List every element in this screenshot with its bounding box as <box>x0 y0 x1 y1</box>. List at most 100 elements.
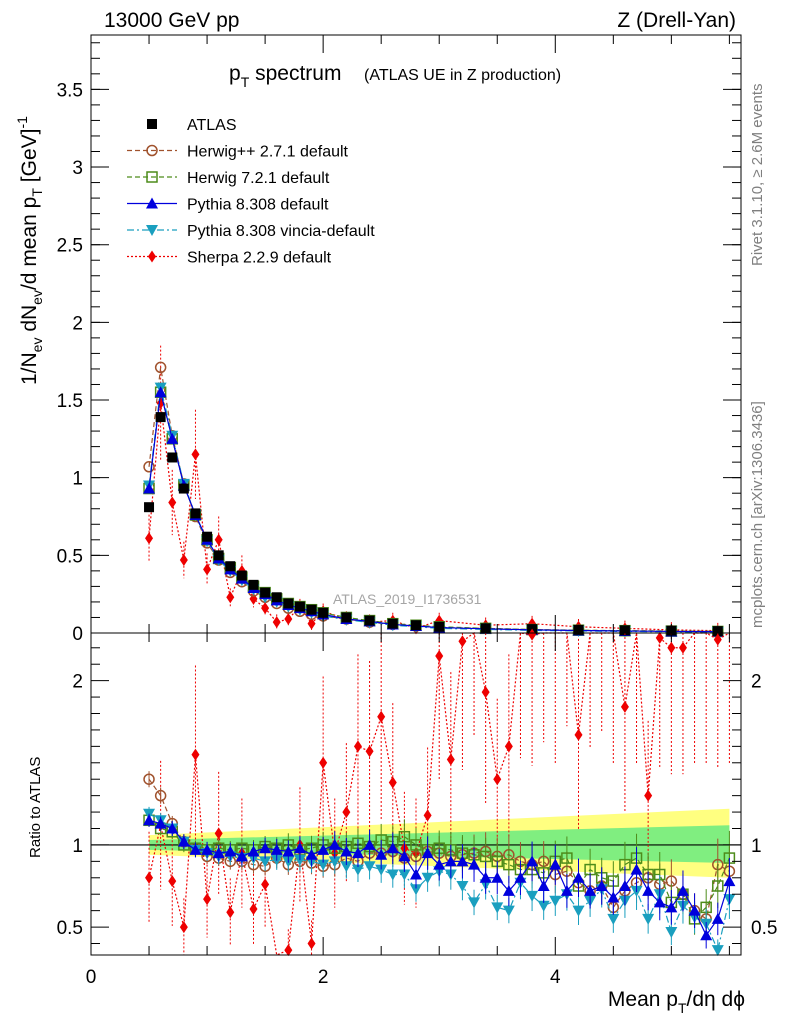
ratio-point-pythia <box>270 843 283 855</box>
ratio-point-sherpa <box>678 641 687 654</box>
ratio-point-vincia <box>363 861 376 873</box>
main-point-sherpa <box>179 553 188 566</box>
ratio-point-pythia <box>491 871 504 883</box>
ratio-point-sherpa <box>353 740 362 753</box>
ratio-point-pythia <box>201 843 214 855</box>
ratio-point-pythia <box>189 843 202 855</box>
ratio-point-pythia <box>688 904 701 916</box>
main-point-sherpa <box>145 532 154 545</box>
legend-label-herwigpp: Herwig++ 2.7.1 default <box>187 144 349 161</box>
ratio-point-pythia <box>665 901 678 913</box>
ratio-series-layer <box>143 628 736 957</box>
ratio-xtick-label: 0 <box>86 967 97 988</box>
legend-marker-herwig7 <box>146 171 158 183</box>
main-ytick-label: 2.5 <box>57 236 83 257</box>
ratio-point-vincia <box>537 900 550 912</box>
main-point-atlas <box>178 483 189 494</box>
ratio-point-herwig7 <box>479 850 492 863</box>
ratio-point-sherpa <box>168 875 177 888</box>
legend-item-herwig7: Herwig 7.2.1 default <box>127 170 330 187</box>
ratio-point-pythia <box>398 850 411 862</box>
ratio-ytick-label: 0.5 <box>57 918 83 939</box>
ratio-point-pythia <box>166 822 179 834</box>
ratio-point-pythia <box>212 847 225 859</box>
ratio-point-vincia <box>642 913 655 925</box>
main-ytick-label: 3.5 <box>57 80 83 101</box>
ratio-point-vincia <box>375 864 388 876</box>
legend-item-herwigpp: Herwig++ 2.7.1 default <box>127 144 349 161</box>
ratio-point-vincia <box>351 864 364 876</box>
main-point-atlas <box>387 618 398 629</box>
ratio-point-sherpa <box>458 635 467 648</box>
ratio-point-vincia <box>526 890 539 902</box>
ratio-point-sherpa <box>319 756 328 769</box>
ratio-point-pythia <box>676 884 689 896</box>
legend-item-vincia: Pythia 8.308 vincia-default <box>127 223 375 240</box>
legend-marker-pythia <box>146 197 158 209</box>
ratio-point-vincia <box>410 884 422 896</box>
ratio-point-pythia <box>560 884 573 896</box>
ratio-point-vincia <box>421 872 434 884</box>
ratio-series-pythia <box>143 813 736 949</box>
ratio-point-sherpa <box>191 748 200 761</box>
main-point-atlas <box>341 612 352 623</box>
legend: ATLAS Herwig++ 2.7.1 default Herwig 7.2.1 … <box>127 117 375 267</box>
main-subtitle: (ATLAS UE in Z production) <box>364 67 561 84</box>
legend-item-sherpa: Sherpa 2.2.9 default <box>127 250 332 267</box>
ratio-point-sherpa <box>574 728 583 741</box>
legend-label-sherpa: Sherpa 2.2.9 default <box>187 250 332 267</box>
main-ytick-label: 0 <box>72 624 83 645</box>
main-point-atlas <box>167 452 178 463</box>
main-point-atlas <box>283 598 294 609</box>
main-point-sherpa <box>214 533 223 546</box>
ratio-point-pythia <box>549 858 562 870</box>
ratio-point-vincia <box>502 905 515 917</box>
ratio-point-pythia <box>177 835 190 847</box>
ratio-point-pythia <box>584 884 597 896</box>
main-title: pT spectrum <box>229 62 341 90</box>
ratio-point-herwig7 <box>503 858 515 871</box>
ratio-point-vincia <box>711 945 724 957</box>
ratio-ytick-label: 2 <box>72 672 83 693</box>
main-point-sherpa <box>226 591 235 604</box>
ratio-point-vincia <box>293 854 306 866</box>
ratio-point-pythia <box>386 842 399 854</box>
main-ytick-label: 2 <box>72 313 83 334</box>
main-point-atlas <box>318 607 329 618</box>
ratio-point-sherpa <box>435 650 444 662</box>
ratio-point-pythia <box>711 912 724 924</box>
ratio-point-pythia <box>351 847 364 859</box>
main-point-atlas <box>144 502 155 513</box>
ratio-point-pythia <box>259 842 272 854</box>
legend-label-atlas: ATLAS <box>187 117 237 134</box>
ratio-point-pythia <box>235 850 248 862</box>
main-point-atlas <box>202 531 213 542</box>
ratio-point-pythia <box>340 845 353 857</box>
ratio-point-vincia <box>340 861 353 873</box>
ratio-point-sherpa <box>226 906 235 919</box>
ratio-point-pythia <box>642 884 655 896</box>
ratio-point-pythia <box>479 871 492 883</box>
main-point-sherpa <box>261 602 270 615</box>
ratio-point-pythia <box>293 842 306 854</box>
ratio-point-sherpa <box>620 700 629 713</box>
ratio-point-pythia <box>502 884 515 896</box>
main-point-sherpa <box>272 616 281 629</box>
ratio-point-pythia <box>375 848 388 860</box>
ratio-point-pythia <box>444 855 457 867</box>
ratio-point-sherpa <box>644 789 653 802</box>
main-point-atlas <box>271 592 282 603</box>
ratio-point-sherpa <box>214 827 223 840</box>
ratio-point-vincia <box>386 869 399 881</box>
main-point-atlas <box>306 604 317 615</box>
main-point-pythia <box>143 482 156 494</box>
ratio-point-sherpa <box>342 806 351 819</box>
mcplots-label: mcplots.cern.ch [arXiv:1306.3436] <box>749 401 766 628</box>
main-title-rest: spectrum <box>249 62 341 85</box>
legend-label-vincia: Pythia 8.308 vincia-default <box>187 223 375 240</box>
legend-label-pythia: Pythia 8.308 default <box>187 197 329 214</box>
ratio-point-sherpa <box>446 753 455 766</box>
legend-marker-herwigpp <box>146 144 158 157</box>
ratio-point-sherpa <box>284 944 293 957</box>
